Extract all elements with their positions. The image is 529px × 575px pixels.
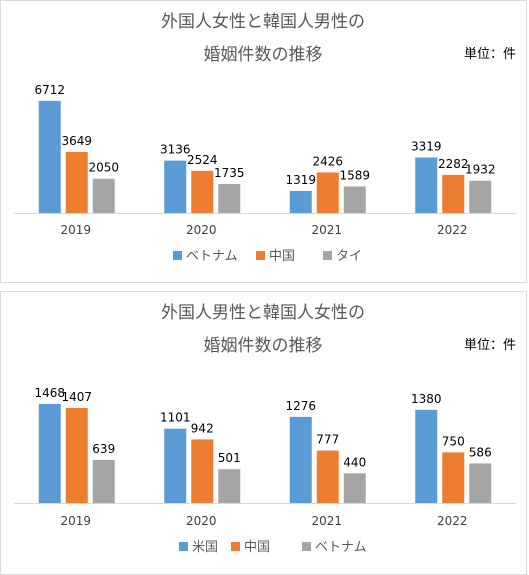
data-label: 3649 bbox=[61, 134, 92, 148]
legend-item-1: 中国 bbox=[231, 540, 270, 555]
data-label: 1589 bbox=[339, 168, 370, 182]
chart-title-line-1: 婚姻件数の推移 bbox=[204, 45, 323, 65]
unit-label: 単位：件 bbox=[464, 337, 516, 353]
data-label: 942 bbox=[191, 421, 214, 435]
chart-title-line-0: 外国人男性と韓国人女性の bbox=[161, 303, 365, 323]
chart-title-line-0: 外国人女性と韓国人男性の bbox=[161, 12, 365, 32]
data-label: 1276 bbox=[285, 399, 316, 413]
bar-ベトナム-2020 bbox=[164, 160, 187, 213]
bar-中国-2022 bbox=[442, 174, 465, 213]
bar-ベトナム-2019 bbox=[92, 459, 115, 503]
bar-タイ-2022 bbox=[469, 180, 492, 213]
chart-title-line-1: 婚姻件数の推移 bbox=[204, 336, 323, 356]
data-label: 501 bbox=[218, 451, 241, 465]
bar-ベトナム-2021 bbox=[343, 473, 366, 503]
bar-中国-2022 bbox=[442, 452, 465, 503]
bar-ベトナム-2021 bbox=[289, 190, 312, 213]
legend-swatch bbox=[173, 251, 182, 260]
data-label: 3319 bbox=[411, 140, 442, 154]
data-label: 1468 bbox=[34, 386, 65, 400]
data-label: 2282 bbox=[438, 157, 469, 171]
data-label: 1735 bbox=[214, 166, 245, 180]
data-label: 1380 bbox=[411, 392, 442, 406]
bar-中国-2021 bbox=[316, 172, 339, 213]
legend-label: ベトナム bbox=[315, 540, 367, 555]
legend-swatch bbox=[323, 251, 332, 260]
unit-label: 単位：件 bbox=[464, 46, 516, 62]
x-tick-label: 2022 bbox=[437, 223, 468, 237]
legend-label: 中国 bbox=[244, 540, 270, 555]
bar-タイ-2020 bbox=[218, 184, 241, 213]
legend-label: 中国 bbox=[269, 249, 295, 264]
data-label: 586 bbox=[469, 445, 492, 459]
legend-label: 米国 bbox=[192, 540, 218, 555]
legend-swatch bbox=[256, 251, 265, 260]
bar-タイ-2021 bbox=[343, 186, 366, 213]
x-tick-label: 2022 bbox=[437, 514, 468, 528]
x-tick-label: 2021 bbox=[311, 514, 342, 528]
legend-item-0: 米国 bbox=[179, 540, 218, 555]
bar-ベトナム-2019 bbox=[38, 100, 61, 213]
x-tick-label: 2020 bbox=[186, 514, 217, 528]
bar-中国-2020 bbox=[191, 170, 214, 213]
bar-中国-2021 bbox=[316, 450, 339, 503]
bar-ベトナム-2022 bbox=[415, 157, 438, 213]
x-tick-label: 2019 bbox=[60, 514, 91, 528]
data-label: 2426 bbox=[312, 154, 343, 168]
data-label: 777 bbox=[316, 433, 339, 447]
bar-中国-2019 bbox=[65, 152, 88, 213]
x-tick-label: 2020 bbox=[186, 223, 217, 237]
data-label: 1101 bbox=[160, 411, 191, 425]
legend-item-0: ベトナム bbox=[173, 249, 238, 264]
x-tick-label: 2021 bbox=[311, 223, 342, 237]
panel-gap bbox=[0, 283, 529, 291]
data-label: 639 bbox=[92, 442, 115, 456]
legend-item-2: タイ bbox=[323, 249, 362, 264]
data-label: 2524 bbox=[187, 153, 218, 167]
bar-米国-2020 bbox=[164, 428, 187, 503]
legend-swatch bbox=[302, 542, 311, 551]
legend-swatch bbox=[179, 542, 188, 551]
data-label: 1932 bbox=[465, 163, 496, 177]
legend-label: ベトナム bbox=[186, 249, 238, 264]
chart-panel-1: 外国人男性と韓国人女性の 婚姻件数の推移 単位：件 1468 1407 639 2019 11… bbox=[0, 291, 527, 575]
legend-item-2: ベトナム bbox=[302, 540, 367, 555]
legend-item-1: 中国 bbox=[256, 249, 295, 264]
legend-swatch bbox=[231, 542, 240, 551]
bar-ベトナム-2020 bbox=[218, 469, 241, 503]
data-label: 3136 bbox=[160, 143, 191, 157]
bar-タイ-2019 bbox=[92, 178, 115, 213]
bar-米国-2021 bbox=[289, 416, 312, 503]
data-label: 2050 bbox=[88, 161, 119, 175]
x-tick-label: 2019 bbox=[60, 223, 91, 237]
data-label: 1319 bbox=[285, 173, 316, 187]
data-label: 1407 bbox=[61, 390, 92, 404]
data-label: 6712 bbox=[34, 83, 65, 97]
legend-label: タイ bbox=[336, 249, 362, 264]
bar-米国-2019 bbox=[38, 403, 61, 503]
bar-ベトナム-2022 bbox=[469, 463, 492, 503]
data-label: 440 bbox=[343, 455, 366, 469]
data-label: 750 bbox=[442, 434, 465, 448]
chart-panel-0: 外国人女性と韓国人男性の 婚姻件数の推移 単位：件 6712 3649 2050 2019 3… bbox=[0, 0, 527, 283]
bar-中国-2019 bbox=[65, 408, 88, 503]
bar-米国-2022 bbox=[415, 409, 438, 503]
bar-中国-2020 bbox=[191, 439, 214, 503]
